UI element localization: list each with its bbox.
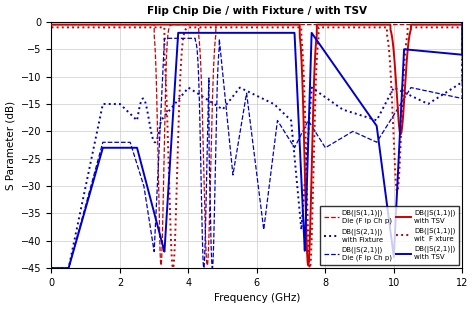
Legend: DB(|S(1,1)|)
Die (F ip Ch p), DB(|S(2,1)|)
with Fixture, DB(|S(2,1)|)
Die (F ip : DB(|S(1,1)|) Die (F ip Ch p), DB(|S(2,1)…	[320, 206, 459, 265]
Title: Flip Chip Die / with Fixture / with TSV: Flip Chip Die / with Fixture / with TSV	[147, 6, 367, 15]
X-axis label: Frequency (GHz): Frequency (GHz)	[214, 294, 300, 303]
Y-axis label: S Parameter (dB): S Parameter (dB)	[6, 100, 16, 190]
